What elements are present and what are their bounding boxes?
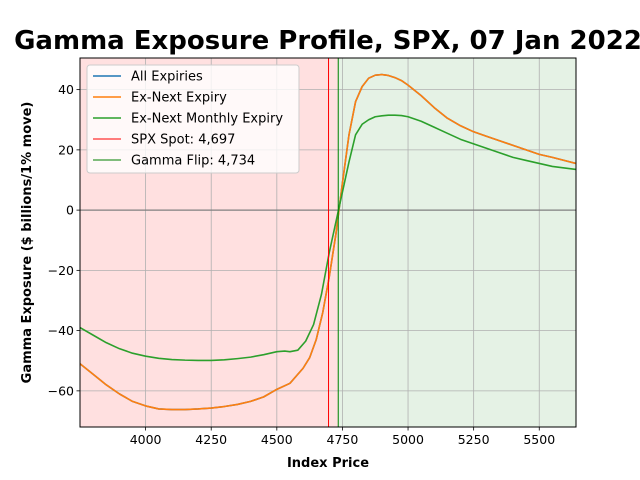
x-tick-label: 5000 xyxy=(392,432,424,447)
x-tick-label: 4000 xyxy=(130,432,162,447)
x-tick-label: 5250 xyxy=(458,432,490,447)
x-tick-label: 4500 xyxy=(261,432,293,447)
x-tick-label: 4250 xyxy=(195,432,227,447)
x-tick-label: 5500 xyxy=(523,432,555,447)
plot-frame xyxy=(79,57,577,428)
series-lines xyxy=(80,58,576,427)
legend-entry-label: Ex-Next Monthly Expiry xyxy=(131,112,283,127)
x-axis-ticks: 4000 4250 4500 4750 5000 5250 5500 xyxy=(130,427,555,447)
y-tick-label: 20 xyxy=(58,142,74,157)
legend-entry-label: All Expiries xyxy=(131,70,203,85)
legend-entry-label: Gamma Flip: 4,734 xyxy=(131,154,255,169)
legend-box xyxy=(86,64,300,174)
x-tick-label: 4750 xyxy=(327,432,359,447)
y-tick-label: −40 xyxy=(48,323,74,338)
y-tick-label: −20 xyxy=(48,263,74,278)
y-axis-label: Gamma Exposure ($ billions/1% move) xyxy=(20,102,35,384)
y-tick-label: 40 xyxy=(58,82,74,97)
plot-area xyxy=(80,58,576,427)
legend-entry-label: SPX Spot: 4,697 xyxy=(131,133,235,148)
chart-title: Gamma Exposure Profile, SPX, 07 Jan 2022 xyxy=(14,26,640,56)
legend: All Expiries Ex-Next Expiry Ex-Next Monthl… xyxy=(86,64,300,174)
y-axis-ticks: −60 −40 −20 0 20 40 xyxy=(48,82,80,398)
series-line-2 xyxy=(80,114,576,362)
region-positive-gamma xyxy=(338,58,576,427)
x-axis-label: Index Price xyxy=(287,456,369,471)
y-tick-label: −60 xyxy=(48,383,74,398)
legend-entry-label: Ex-Next Expiry xyxy=(131,91,227,106)
y-tick-label: 0 xyxy=(66,203,74,218)
